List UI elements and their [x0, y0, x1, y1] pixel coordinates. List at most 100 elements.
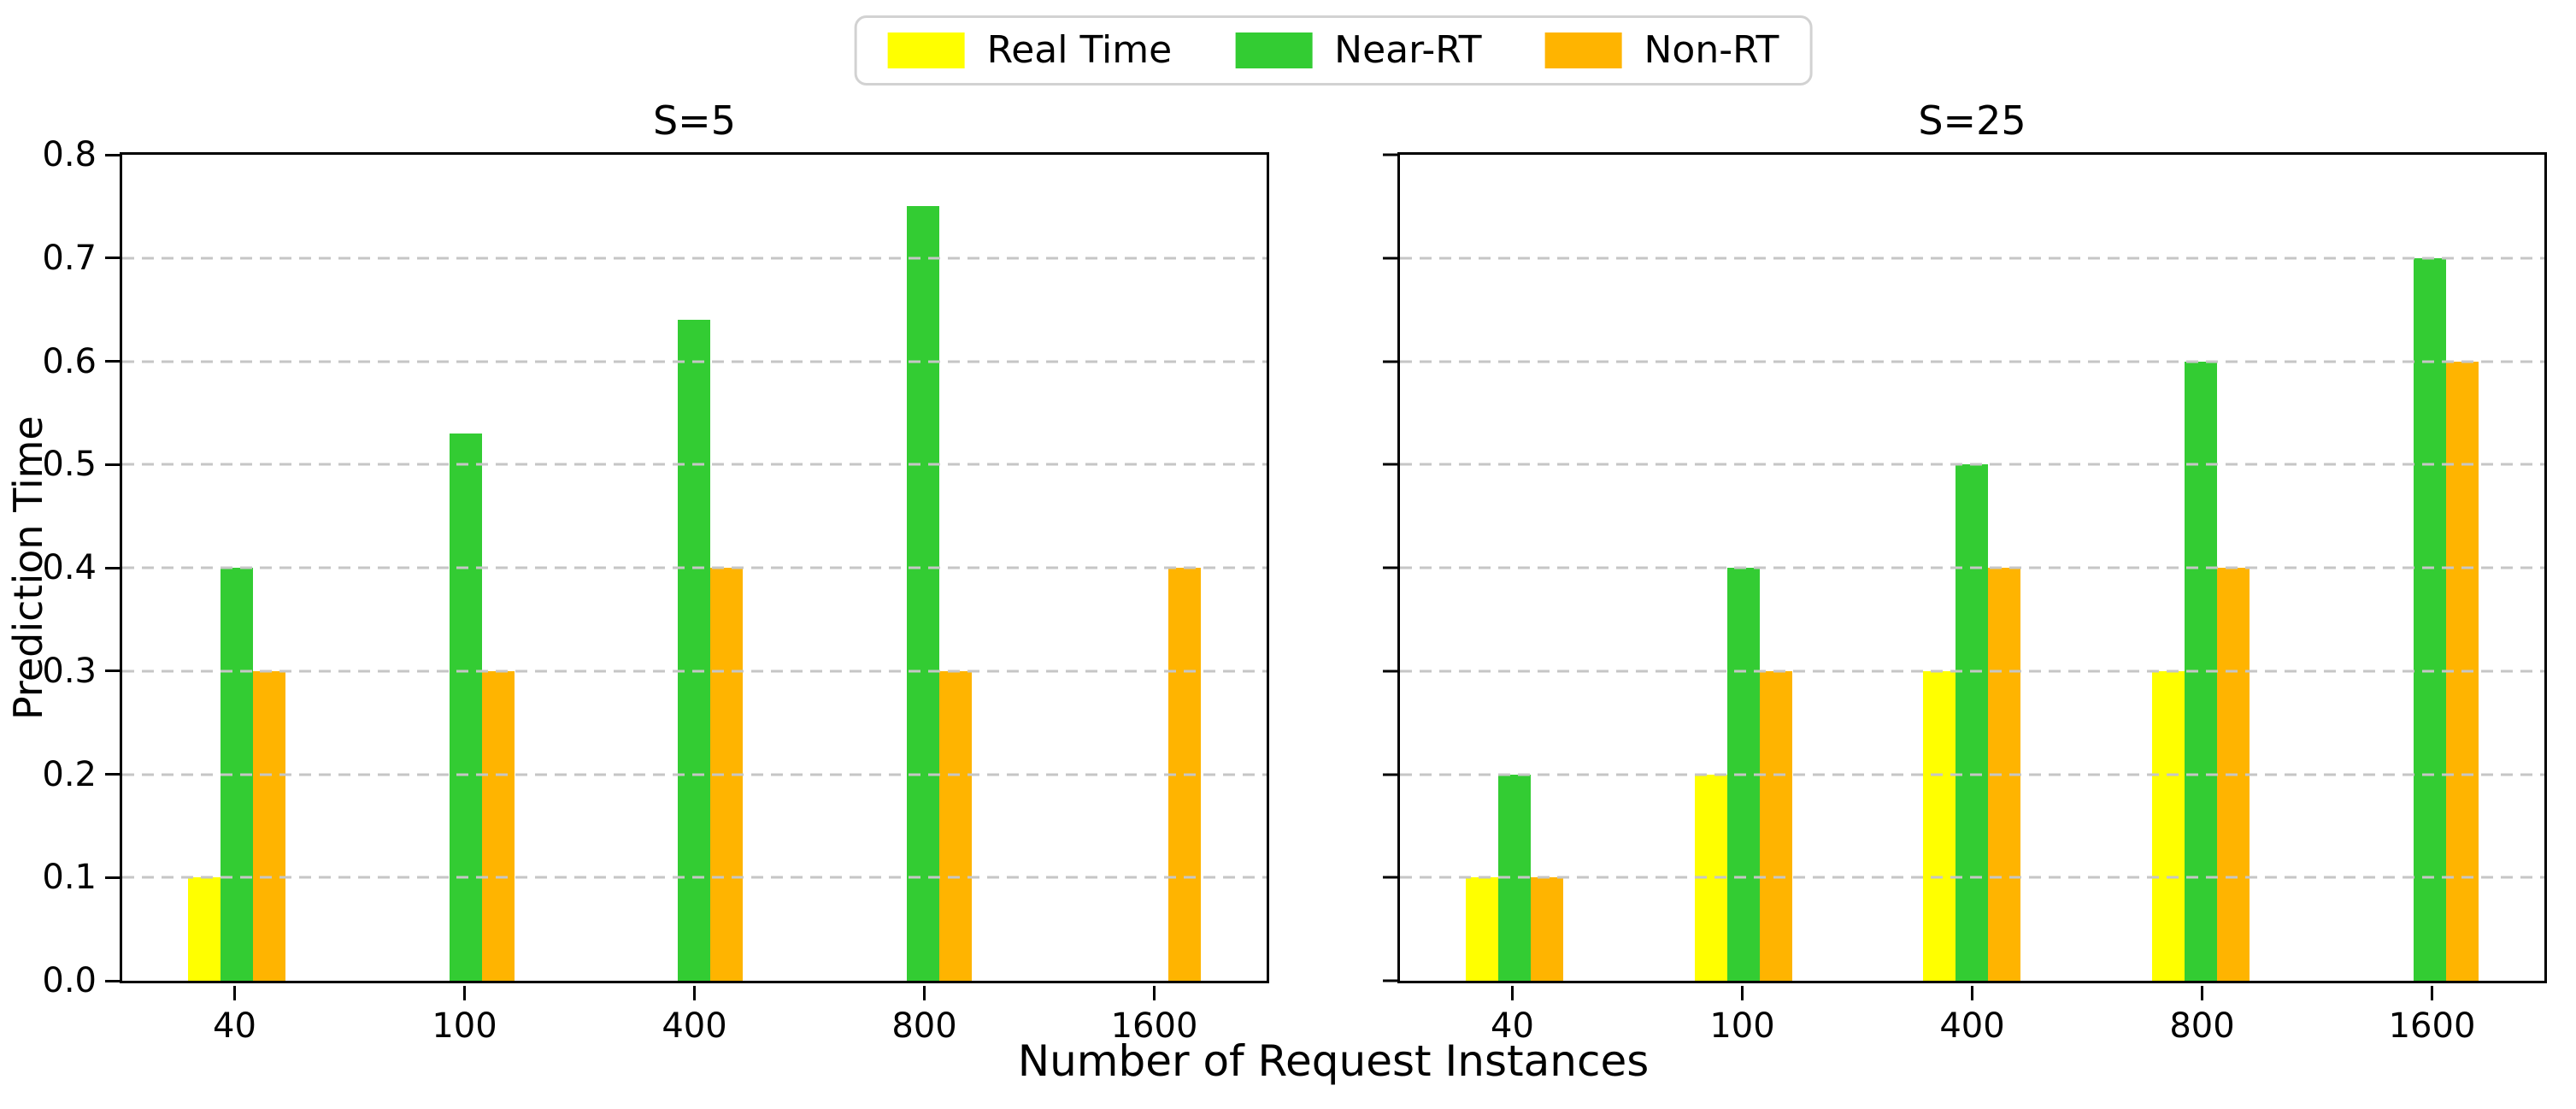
- x-tick-label-1600: 1600: [2388, 1006, 2476, 1046]
- y-tick-label-0.1: 0.1: [42, 858, 97, 898]
- y-tick-mark-0.0: [1383, 979, 1397, 982]
- x-tick-mark-400: [693, 986, 696, 1000]
- x-tick-mark-1600: [1153, 986, 1156, 1000]
- y-tick-mark-0.8: [105, 153, 120, 156]
- y-tick-mark-0.3: [105, 670, 120, 673]
- legend: Real Time Near-RT Non-RT: [854, 15, 1813, 86]
- x-tick-cell-100: 100: [1627, 986, 1857, 1043]
- y-tick-0.5: 0.5: [42, 447, 120, 481]
- legend-item-non-rt: Non-RT: [1544, 28, 1779, 72]
- y-tick-0.3: 0.3: [42, 654, 120, 688]
- x-tick-mark-800: [923, 986, 926, 1000]
- y-tick-0.7: [1383, 257, 1397, 260]
- bar-near-rt-400: [1956, 464, 1989, 981]
- y-tick-mark-0.6: [105, 360, 120, 363]
- y-tick-label-0.8: 0.8: [42, 135, 97, 174]
- y-tick-0.0: [1383, 979, 1397, 982]
- y-tick-label-0.4: 0.4: [42, 548, 97, 587]
- subplot-s25-plot-area: [1383, 152, 2547, 983]
- legend-swatch-non-rt: [1544, 32, 1622, 68]
- x-tick-label-100: 100: [1709, 1006, 1775, 1046]
- y-tick-mark-0.0: [105, 979, 120, 982]
- bar-group-800: [809, 155, 1038, 981]
- y-tick-0.5: [1383, 463, 1397, 466]
- x-tick-label-40: 40: [213, 1006, 256, 1046]
- subplot-s25: S=25 40 100 400 800 1600: [1383, 101, 2547, 1043]
- x-tick-mark-40: [1511, 986, 1514, 1000]
- subplot-s5-plot-area: 0.0 0.1 0.2 0.3 0.4 0.5 0.6 0.7 0.8: [42, 138, 1269, 998]
- x-tick-cell-400: 400: [579, 986, 809, 1043]
- x-axis-label: Number of Request Instances: [1017, 1036, 1650, 1086]
- y-tick-mark-0.2: [105, 773, 120, 776]
- y-tick-label-0.3: 0.3: [42, 651, 97, 691]
- y-tick-0.1: 0.1: [42, 860, 120, 894]
- x-tick-cell-1600: 1600: [2317, 986, 2547, 1043]
- x-tick-cell-800: 800: [809, 986, 1039, 1043]
- subplot-s25-title: S=25: [1918, 97, 2026, 144]
- x-axis-ticks: 40 100 400 800 1600: [1397, 986, 2547, 1043]
- y-tick-0.7: 0.7: [42, 241, 120, 275]
- y-tick-0.6: [1383, 360, 1397, 363]
- y-tick-mark-0.2: [1383, 773, 1397, 776]
- x-tick-cell-800: 800: [2087, 986, 2317, 1043]
- x-tick-label-1600: 1600: [1110, 1006, 1198, 1046]
- legend-label-near-rt: Near-RT: [1334, 28, 1482, 72]
- y-tick-0.2: [1383, 773, 1397, 776]
- y-tick-label-0.7: 0.7: [42, 238, 97, 278]
- y-tick-mark-0.3: [1383, 670, 1397, 673]
- subplot-s5: S=5 0.0 0.1 0.2 0.3 0.4 0.5 0.6 0.7 0.8 40 100 400…: [42, 101, 1269, 1043]
- x-tick-cell-40: 40: [120, 986, 350, 1043]
- bar-near-rt-800: [907, 206, 940, 981]
- bar-non-rt-100: [1759, 670, 1792, 981]
- y-tick-0.3: [1383, 670, 1397, 673]
- y-tick-label-0.6: 0.6: [42, 341, 97, 381]
- y-tick-0.4: 0.4: [42, 551, 120, 585]
- y-tick-mark-0.7: [1383, 257, 1397, 260]
- x-tick-cell-400: 400: [1857, 986, 2087, 1043]
- x-tick-label-400: 400: [1939, 1006, 2005, 1046]
- x-tick-label-800: 800: [891, 1006, 957, 1046]
- y-tick-mark-0.6: [1383, 360, 1397, 363]
- y-tick-0.1: [1383, 876, 1397, 879]
- x-tick-label-400: 400: [662, 1006, 727, 1046]
- y-tick-0.6: 0.6: [42, 345, 120, 379]
- bar-real-time-400: [1923, 670, 1956, 981]
- x-tick-cell-1600: 1600: [1039, 986, 1269, 1043]
- y-tick-0.2: 0.2: [42, 758, 120, 792]
- legend-label-real-time: Real Time: [986, 28, 1173, 72]
- bar-near-rt-1600: [2414, 257, 2447, 981]
- legend-item-near-rt: Near-RT: [1235, 28, 1482, 72]
- bar-real-time-40: [1465, 877, 1498, 981]
- legend-label-non-rt: Non-RT: [1644, 28, 1779, 72]
- bar-near-rt-400: [678, 320, 711, 981]
- bar-real-time-800: [2152, 670, 2185, 981]
- x-tick-cell-40: 40: [1397, 986, 1627, 1043]
- y-tick-label-0.2: 0.2: [42, 754, 97, 794]
- y-axis-ticks: [1383, 153, 2544, 982]
- y-tick-0.0: 0.0: [42, 964, 120, 998]
- bars-layer: [122, 155, 1267, 981]
- y-tick-mark-0.7: [105, 257, 120, 260]
- x-tick-mark-100: [463, 986, 466, 1000]
- x-tick-mark-400: [1971, 986, 1973, 1000]
- bar-near-rt-100: [449, 434, 482, 981]
- x-tick-mark-40: [233, 986, 236, 1000]
- y-tick-mark-0.4: [105, 566, 120, 569]
- y-tick-mark-0.5: [105, 463, 120, 466]
- y-tick-0.8: [1383, 153, 1397, 156]
- bar-non-rt-40: [252, 670, 285, 981]
- x-tick-mark-800: [2201, 986, 2203, 1000]
- bar-non-rt-100: [481, 670, 515, 981]
- x-tick-label-800: 800: [2169, 1006, 2235, 1046]
- y-tick-mark-0.8: [1383, 153, 1397, 156]
- legend-swatch-real-time: [887, 32, 965, 68]
- bar-real-time-40: [187, 877, 221, 981]
- x-tick-label-100: 100: [432, 1006, 497, 1046]
- x-axis-ticks: 40 100 400 800 1600: [120, 986, 1269, 1043]
- subplot-s5-title: S=5: [652, 97, 736, 144]
- bar-non-rt-800: [939, 670, 973, 981]
- y-tick-label-0.5: 0.5: [42, 445, 97, 485]
- y-tick-label-0.0: 0.0: [42, 961, 97, 1000]
- x-tick-cell-100: 100: [350, 986, 579, 1043]
- y-tick-mark-0.1: [105, 876, 120, 879]
